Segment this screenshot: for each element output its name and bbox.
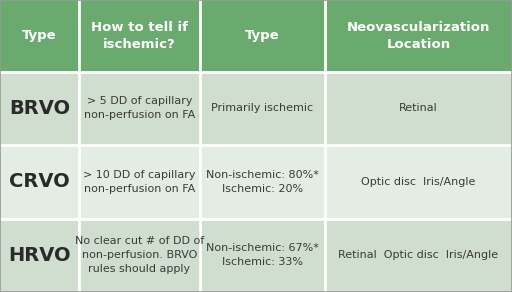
- Text: HRVO: HRVO: [8, 246, 71, 265]
- Text: Primarily ischemic: Primarily ischemic: [211, 103, 313, 113]
- Bar: [0, 0, 512, 72]
- Text: BRVO: BRVO: [9, 99, 70, 118]
- Bar: [0, 218, 512, 292]
- Bar: [0, 145, 512, 218]
- Bar: [0, 72, 512, 145]
- Text: Neovascularization
Location: Neovascularization Location: [347, 21, 490, 51]
- Text: Non-ischemic: 67%*
Ischemic: 33%: Non-ischemic: 67%* Ischemic: 33%: [206, 243, 319, 267]
- Text: How to tell if
ischemic?: How to tell if ischemic?: [91, 21, 188, 51]
- Text: Optic disc  Iris/Angle: Optic disc Iris/Angle: [361, 177, 476, 187]
- Text: Retinal: Retinal: [399, 103, 438, 113]
- Text: > 10 DD of capillary
non-perfusion on FA: > 10 DD of capillary non-perfusion on FA: [83, 170, 196, 194]
- Text: CRVO: CRVO: [9, 172, 70, 191]
- Text: Type: Type: [23, 29, 57, 42]
- Text: Type: Type: [245, 29, 280, 42]
- Text: Non-ischemic: 80%*
Ischemic: 20%: Non-ischemic: 80%* Ischemic: 20%: [206, 170, 319, 194]
- Text: Retinal  Optic disc  Iris/Angle: Retinal Optic disc Iris/Angle: [338, 250, 499, 260]
- Text: > 5 DD of capillary
non-perfusion on FA: > 5 DD of capillary non-perfusion on FA: [84, 96, 195, 120]
- Text: No clear cut # of DD of
non-perfusion. BRVO
rules should apply: No clear cut # of DD of non-perfusion. B…: [75, 236, 204, 274]
